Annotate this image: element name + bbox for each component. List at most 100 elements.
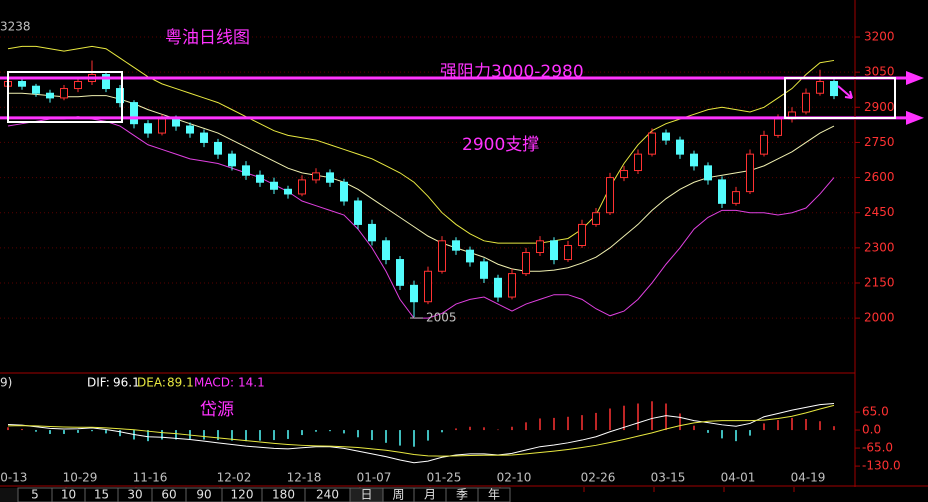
macd-params: 9) — [0, 376, 12, 390]
candle-body — [522, 252, 530, 275]
period-button[interactable]: 季 — [445, 487, 479, 502]
x-tick-label: 12-02 — [217, 471, 252, 485]
candle-body — [816, 81, 824, 94]
candle-body — [284, 188, 292, 195]
button-label: 周 — [392, 488, 404, 502]
candle-body — [144, 123, 152, 134]
button-label: 15 — [94, 488, 109, 502]
x-tick-label: 01-07 — [357, 471, 392, 485]
button-label: 季 — [456, 488, 468, 502]
candle-body — [326, 172, 334, 183]
candle-body — [620, 170, 628, 179]
low-label: 2005 — [426, 311, 457, 325]
y-tick-label: 2000 — [864, 311, 895, 325]
candle-body — [354, 200, 362, 225]
period-button[interactable]: 年 — [477, 487, 511, 502]
arrow-head — [906, 110, 924, 125]
candle-body — [312, 172, 320, 181]
highlight-box — [7, 71, 123, 123]
button-label: 120 — [231, 488, 254, 502]
period-button[interactable]: 日 — [349, 487, 384, 502]
period-button[interactable]: 90 — [185, 487, 223, 502]
candle-body — [508, 273, 516, 298]
candle-body — [732, 191, 740, 204]
candle-body — [102, 73, 110, 90]
macd-line — [7, 404, 835, 457]
period-button[interactable]: 240 — [304, 487, 351, 502]
candle-body — [802, 92, 810, 113]
period-button[interactable]: 60 — [151, 487, 187, 502]
period-button[interactable]: 周 — [382, 487, 415, 502]
candle-body — [18, 81, 26, 87]
button-label: 年 — [488, 488, 500, 502]
x-tick-label: 02-10 — [497, 471, 532, 485]
x-tick-label: 04-01 — [721, 471, 756, 485]
period-button[interactable]: 120 — [221, 487, 263, 502]
legend-label: DIF: — [87, 376, 110, 390]
legend-value: 89.1 — [167, 376, 194, 390]
candle-body — [550, 240, 558, 261]
period-button[interactable]: 月 — [413, 487, 447, 502]
period-button[interactable]: 15 — [84, 487, 119, 502]
annotation: 岱源 — [200, 400, 234, 420]
candle-body — [158, 118, 166, 134]
button-label: 180 — [272, 488, 295, 502]
button-frame — [477, 487, 511, 502]
candle-body — [256, 174, 264, 183]
candle-body — [676, 139, 684, 155]
button-label: 60 — [161, 488, 176, 502]
x-tick-label: 02-26 — [581, 471, 616, 485]
candle-body — [74, 81, 82, 90]
legend-value: 14.1 — [238, 376, 265, 390]
candle-body — [340, 181, 348, 202]
x-tick-label: 03-15 — [651, 471, 686, 485]
candle-body — [32, 85, 40, 94]
candle-body — [46, 92, 54, 99]
candle-body — [480, 261, 488, 279]
high-label: 3238 — [0, 20, 31, 34]
button-label: 10 — [61, 488, 76, 502]
button-label: 30 — [127, 488, 142, 502]
y-tick-label: 2600 — [864, 170, 895, 184]
chart-title: 粤油日线图 — [165, 28, 250, 48]
y-tick-label: 65.0 — [862, 405, 889, 419]
x-tick-label: 10-13 — [0, 471, 27, 485]
period-button[interactable]: 30 — [117, 487, 153, 502]
candle-body — [424, 270, 432, 303]
period-button[interactable]: 10 — [51, 487, 86, 502]
x-tick-label: 04-19 — [791, 471, 826, 485]
candle-body — [60, 88, 68, 99]
candle-body — [382, 240, 390, 261]
candle-body — [368, 223, 376, 242]
candle-body — [634, 153, 642, 172]
candle-body — [564, 245, 572, 261]
y-tick-label: 0.0 — [862, 423, 881, 437]
y-tick-label: -130.0 — [862, 459, 901, 473]
y-tick-label: -65.0 — [862, 441, 893, 455]
candle-body — [438, 240, 446, 272]
macd-line — [7, 402, 835, 464]
plot: 2000 2150 2300 2450 2600 2750 2900 3050 3200 10-1… — [0, 30, 924, 492]
candle-body — [130, 102, 138, 125]
button-label: 5 — [31, 488, 39, 502]
y-tick-label: 2450 — [864, 205, 895, 219]
candle-body — [578, 223, 586, 247]
candle-body — [536, 240, 544, 254]
x-tick-label: 11-16 — [133, 471, 168, 485]
candle-body — [242, 165, 250, 176]
period-button[interactable]: 5 — [17, 487, 53, 502]
candle-body — [746, 153, 754, 193]
legend-value: 96.1 — [113, 376, 140, 390]
candle-body — [452, 240, 460, 251]
candle-body — [690, 153, 698, 167]
candle-body — [270, 181, 278, 190]
candle-body — [704, 165, 712, 181]
band-line — [8, 92, 835, 272]
legend-label: DEA: — [137, 376, 166, 390]
candle-body — [200, 132, 208, 143]
band-line — [7, 45, 835, 244]
y-tick-label: 2150 — [864, 275, 895, 289]
period-button[interactable]: 180 — [261, 487, 306, 502]
candle-body — [494, 277, 502, 298]
